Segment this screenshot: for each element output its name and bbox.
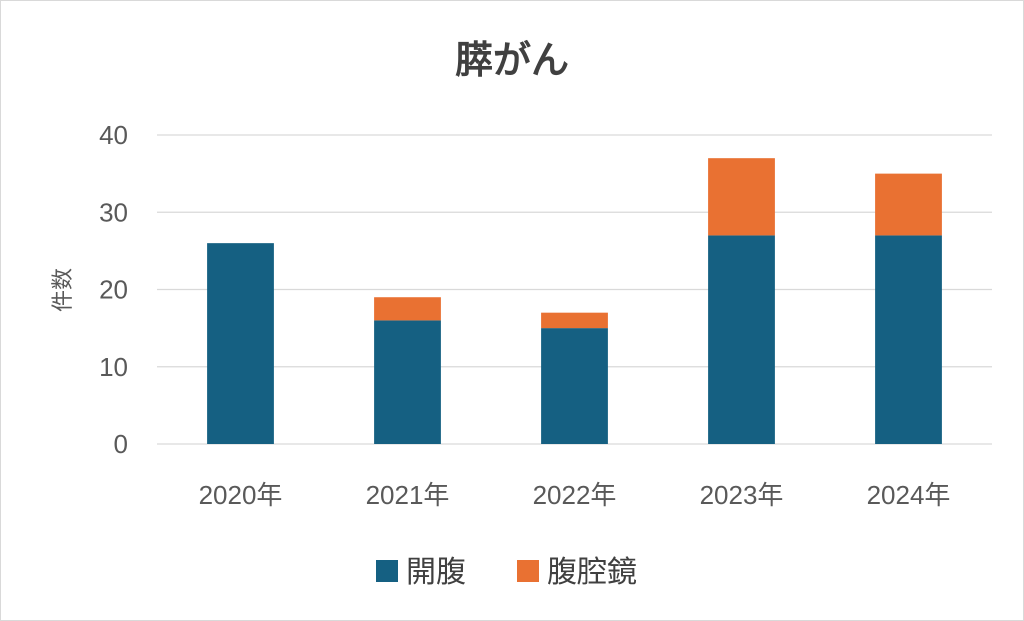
bar-fukukukyo-2 — [541, 312, 608, 329]
legend-label-kaifuku: 開腹 — [406, 555, 466, 590]
chart-title: 膵がん — [455, 38, 569, 82]
bar-kaifuku-1 — [374, 320, 441, 444]
y-tick-label: 20 — [99, 275, 128, 305]
y-tick-label: 30 — [99, 197, 128, 227]
x-tick-label: 2023年 — [700, 480, 784, 510]
bar-kaifuku-3 — [708, 235, 775, 444]
legend-swatch-kaifuku — [376, 560, 398, 582]
legend-swatch-fukukukyo — [517, 560, 539, 582]
bar-kaifuku-4 — [875, 235, 942, 444]
bar-fukukukyo-4 — [875, 173, 942, 236]
x-tick-label: 2024年 — [867, 480, 951, 510]
legend-label-fukukukyo: 腹腔鏡 — [547, 555, 637, 590]
y-tick-label: 40 — [99, 120, 128, 150]
bar-fukukukyo-3 — [708, 158, 775, 236]
y-tick-label: 0 — [114, 429, 128, 459]
bar-kaifuku-0 — [207, 243, 274, 444]
y-tick-label: 10 — [99, 352, 128, 382]
y-axis-label: 件数 — [51, 268, 76, 312]
y-tick-labels: 0 10 20 30 40 — [99, 120, 128, 459]
bars — [207, 158, 942, 444]
bar-fukukukyo-1 — [374, 297, 441, 321]
x-tick-label: 2022年 — [533, 480, 617, 510]
x-tick-labels: 2020年 2021年 2022年 2023年 2024年 — [199, 480, 951, 510]
x-tick-label: 2020年 — [199, 480, 283, 510]
bar-kaifuku-2 — [541, 328, 608, 444]
x-tick-label: 2021年 — [366, 480, 450, 510]
legend: 開腹 腹腔鏡 — [376, 555, 637, 590]
